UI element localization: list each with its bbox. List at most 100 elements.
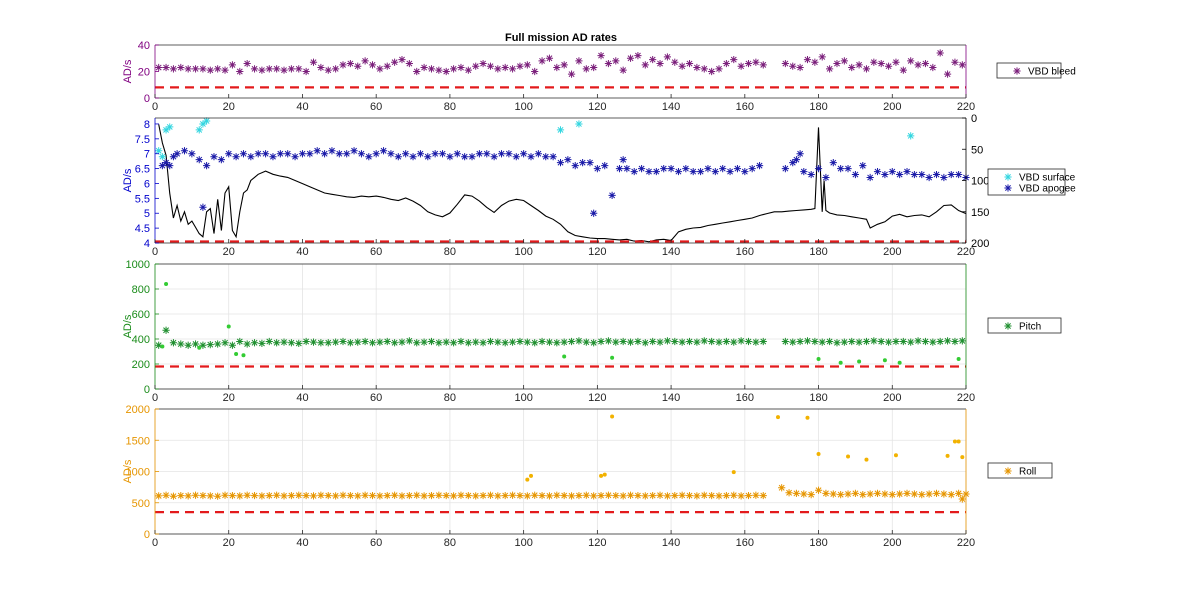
data-point [857,359,862,364]
data-point [789,338,797,346]
data-point [741,167,749,176]
y-axis-label: AD/s [122,59,134,83]
data-point [877,337,885,346]
data-point [398,492,406,500]
data-point [590,339,598,347]
data-point [641,61,649,69]
x-tick-label: 0 [152,101,158,113]
data-point [693,338,701,346]
legend-marker [1004,184,1012,192]
data-point [936,49,944,57]
data-point [442,491,450,500]
data-point [612,57,620,65]
data-point [685,491,694,500]
data-point [191,491,200,499]
data-point [958,61,966,69]
data-point [700,491,708,499]
data-point [816,452,821,456]
data-point [752,58,760,66]
data-point [273,339,281,347]
legend: VBD bleed [996,62,1076,79]
data-point [236,337,244,346]
data-point [203,162,211,170]
data-point [391,491,399,499]
series-pitch [155,326,966,349]
x-tick-label: 100 [514,101,532,113]
y-tick-label: 4 [144,238,150,250]
data-point [479,491,487,500]
data-point [873,167,882,176]
data-point [958,495,966,503]
data-point [508,491,517,499]
data-point [862,65,871,73]
data-point [361,337,369,346]
x-tick-label: 160 [736,392,754,404]
y-tick-label: 0 [144,384,150,396]
data-point [317,339,325,347]
data-point [309,58,318,66]
y-tick-label: 20 [138,67,150,79]
data-point [166,123,174,131]
legend-marker [1004,173,1012,181]
data-point [461,153,469,161]
data-point [195,126,203,134]
data-point [368,339,377,347]
data-point [612,338,620,346]
data-point [324,339,332,347]
data-point [261,150,270,158]
legend-box [987,317,1062,334]
data-point [940,490,948,498]
data-point [420,492,428,500]
data-point [195,156,203,164]
data-point [247,153,255,161]
x-tick-label: 60 [370,246,382,258]
data-point [826,337,834,346]
y-tick-label: 7 [144,149,150,161]
data-point [833,59,841,68]
x-tick-label: 40 [296,246,308,258]
data-point [719,164,727,173]
data-point [516,337,524,346]
y-axis-label: AD/s [122,168,134,192]
data-point [394,153,402,161]
data-point [864,457,869,462]
data-point [929,63,937,72]
data-point [265,491,273,500]
data-point [501,339,509,347]
data-point [560,338,568,346]
data-point [162,159,170,167]
data-point [464,491,472,500]
data-point [715,492,723,500]
data-point [711,167,719,176]
data-point [457,63,465,72]
data-point [309,338,318,346]
data-point [634,52,642,60]
data-point [921,337,930,346]
data-point [431,150,439,158]
data-point [405,337,413,345]
data-point [357,150,366,158]
data-point [759,491,767,500]
data-point [590,209,598,217]
y-tick-label: 0 [144,529,150,541]
legend-label: VBD apogee [1019,184,1076,195]
data-point [855,61,863,69]
data-point [376,492,384,500]
data-point [678,491,686,499]
data-point [435,66,443,74]
data-point [678,338,686,346]
data-point [792,156,801,164]
y-tick-label: 2000 [126,404,150,416]
data-point [556,159,565,167]
data-point [497,150,506,158]
data-point [562,354,567,359]
data-point [556,126,565,134]
data-point [958,337,966,345]
data-point [475,150,483,158]
data-point [483,150,491,158]
data-point [685,337,694,346]
data-point [829,159,837,167]
data-point [516,62,524,70]
data-point [324,491,332,500]
x-tick-label: 180 [809,537,827,549]
